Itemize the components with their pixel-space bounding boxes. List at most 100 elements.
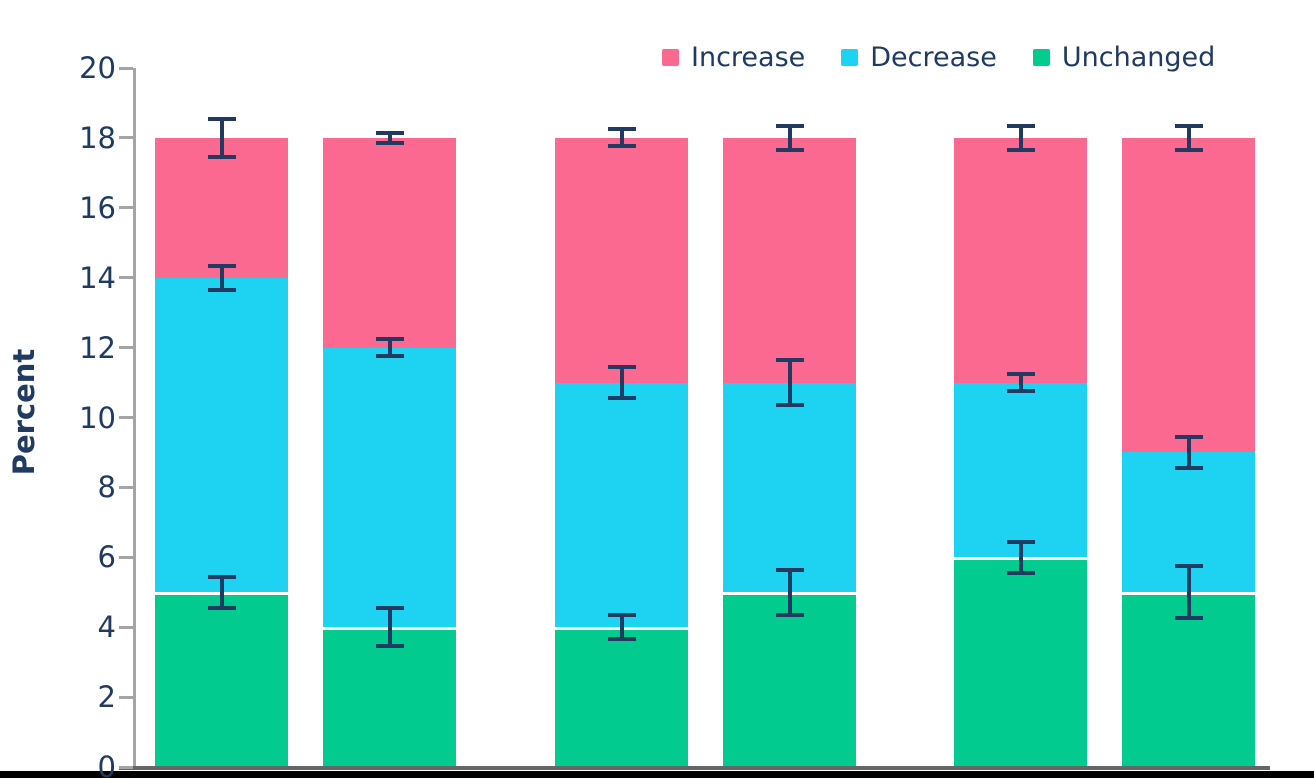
error-bar [775, 567, 804, 617]
increase-swatch-icon [662, 49, 679, 66]
error-bar-line [787, 123, 792, 152]
bar-segment-unchanged [323, 627, 456, 767]
legend: Increase Decrease Unchanged [662, 42, 1215, 73]
y-axis-line [133, 68, 136, 767]
bar-segment-decrease [555, 383, 688, 627]
y-tick [119, 136, 133, 140]
y-tick-label: 10 [79, 400, 116, 435]
error-bar [1006, 539, 1035, 575]
legend-label-increase: Increase [691, 42, 806, 73]
error-bar-cap-bottom [375, 354, 404, 359]
error-bar-cap-bottom [207, 154, 236, 159]
legend-item-unchanged: Unchanged [1032, 42, 1216, 73]
y-tick [119, 416, 133, 419]
error-bar-cap-bottom [207, 605, 236, 610]
error-bar-line [219, 574, 224, 610]
error-bar-line [619, 365, 624, 400]
y-tick-label: 16 [79, 190, 116, 225]
error-bar-cap-bottom [1174, 147, 1203, 152]
x-axis-line [119, 766, 1270, 770]
error-bar [1006, 123, 1035, 152]
error-bar-cap-bottom [1006, 570, 1035, 575]
bar-segment-increase [323, 138, 456, 348]
y-tick-label: 12 [79, 330, 116, 365]
error-bar [775, 358, 804, 407]
error-bar-line [219, 116, 224, 159]
y-tick [119, 485, 133, 489]
error-bar-line [619, 613, 624, 642]
y-tick [119, 695, 133, 699]
bar-segment-increase [155, 138, 288, 278]
error-bar-line [387, 130, 392, 145]
error-bar [607, 127, 636, 149]
error-bar-cap-bottom [207, 287, 236, 292]
error-bar-line [387, 337, 392, 359]
error-bar-cap-bottom [607, 396, 636, 400]
error-bar [207, 263, 236, 292]
bar-segment-decrease [323, 348, 456, 627]
error-bar-cap-bottom [775, 147, 804, 152]
y-tick-label: 2 [97, 680, 116, 715]
error-bar [1174, 564, 1203, 621]
error-bar [375, 337, 404, 359]
error-bar-cap-bottom [1006, 147, 1035, 152]
error-bar-line [1018, 372, 1023, 394]
bar-segment-unchanged [155, 592, 288, 767]
error-bar-cap-bottom [1174, 616, 1203, 621]
bar-segment-increase [723, 138, 856, 383]
y-axis-title: Percent [7, 348, 41, 476]
y-tick-label: 4 [97, 610, 116, 645]
error-bar [1174, 123, 1203, 152]
y-tick-label: 0 [97, 750, 116, 778]
y-tick [119, 66, 133, 70]
error-bar [775, 123, 804, 152]
error-bar-cap-bottom [775, 403, 804, 407]
error-bar-cap-bottom [1174, 465, 1203, 470]
error-bar [607, 613, 636, 642]
y-tick-label: 6 [97, 540, 116, 575]
error-bar [207, 116, 236, 159]
error-bar-cap-bottom [607, 144, 636, 149]
bar-segment-unchanged [723, 592, 856, 767]
error-bar [375, 606, 404, 649]
legend-label-unchanged: Unchanged [1061, 42, 1216, 73]
unchanged-swatch-icon [1032, 49, 1050, 66]
y-tick [119, 625, 133, 629]
error-bar-line [1186, 123, 1191, 152]
error-bar-cap-bottom [375, 644, 404, 649]
y-tick [119, 276, 133, 280]
error-bar [607, 365, 636, 400]
legend-item-increase: Increase [662, 42, 805, 73]
y-tick [119, 555, 133, 559]
legend-label-decrease: Decrease [870, 42, 997, 73]
bottom-black-strip [0, 771, 1314, 778]
error-bar-cap-bottom [775, 612, 804, 617]
bar-segment-decrease [954, 383, 1087, 557]
error-bar-line [619, 127, 624, 149]
error-bar [207, 574, 236, 610]
decrease-swatch-icon [841, 49, 859, 66]
error-bar-line [387, 606, 392, 649]
bar-segment-unchanged [954, 557, 1087, 767]
error-bar-line [1018, 123, 1023, 152]
y-tick [119, 765, 133, 769]
error-bar-line [1186, 564, 1191, 621]
bar-segment-decrease [723, 383, 856, 592]
error-bar-cap-bottom [607, 637, 636, 642]
error-bar [1006, 372, 1035, 394]
error-bar-line [787, 358, 792, 407]
y-tick-label: 18 [79, 120, 116, 155]
y-tick-label: 20 [79, 51, 116, 85]
y-tick-label: 14 [79, 260, 116, 295]
error-bar [375, 130, 404, 145]
error-bar [1174, 434, 1203, 470]
y-tick [119, 346, 133, 350]
y-tick [119, 206, 133, 210]
bar-segment-increase [555, 138, 688, 383]
error-bar-cap-bottom [375, 140, 404, 145]
bar-segment-unchanged [555, 627, 688, 767]
y-tick-label: 8 [97, 470, 116, 505]
error-bar-line [787, 567, 792, 617]
bar-segment-increase [954, 138, 1087, 383]
error-bar-cap-bottom [1006, 389, 1035, 394]
